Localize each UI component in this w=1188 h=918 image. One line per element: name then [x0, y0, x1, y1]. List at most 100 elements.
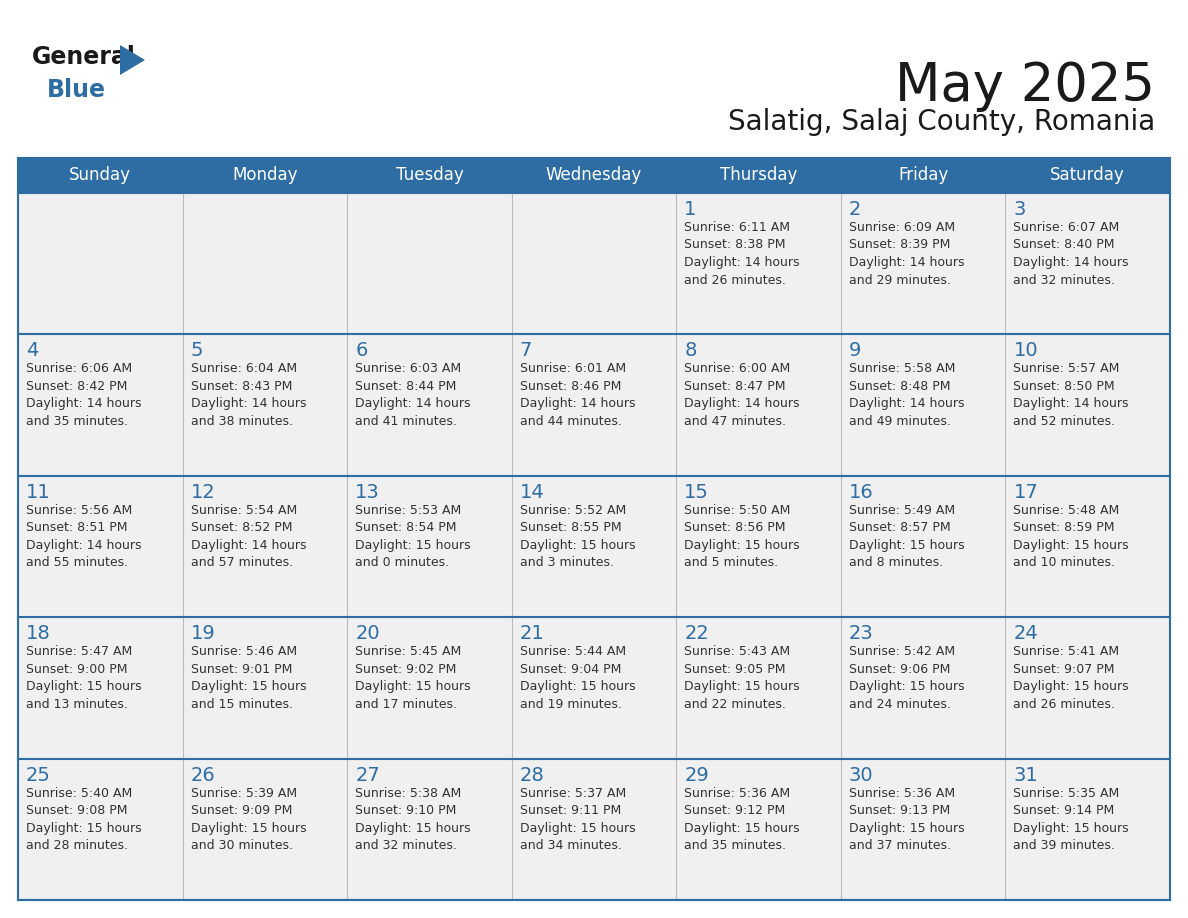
Bar — [841, 158, 1005, 193]
Text: General: General — [32, 45, 135, 69]
Text: Saturday: Saturday — [1050, 166, 1125, 185]
Text: 19: 19 — [190, 624, 215, 644]
Text: 6: 6 — [355, 341, 367, 361]
Text: Sunrise: 6:06 AM
Sunset: 8:42 PM
Daylight: 14 hours
and 35 minutes.: Sunrise: 6:06 AM Sunset: 8:42 PM Dayligh… — [26, 363, 141, 428]
Text: 16: 16 — [849, 483, 873, 502]
Text: 21: 21 — [519, 624, 544, 644]
Text: Tuesday: Tuesday — [396, 166, 463, 185]
Text: Friday: Friday — [898, 166, 948, 185]
Text: Sunrise: 5:53 AM
Sunset: 8:54 PM
Daylight: 15 hours
and 0 minutes.: Sunrise: 5:53 AM Sunset: 8:54 PM Dayligh… — [355, 504, 470, 569]
Text: Sunrise: 5:44 AM
Sunset: 9:04 PM
Daylight: 15 hours
and 19 minutes.: Sunrise: 5:44 AM Sunset: 9:04 PM Dayligh… — [519, 645, 636, 711]
Bar — [841, 476, 1005, 617]
Text: Sunrise: 5:47 AM
Sunset: 9:00 PM
Daylight: 15 hours
and 13 minutes.: Sunrise: 5:47 AM Sunset: 9:00 PM Dayligh… — [26, 645, 141, 711]
Text: Sunrise: 6:11 AM
Sunset: 8:38 PM
Daylight: 14 hours
and 26 minutes.: Sunrise: 6:11 AM Sunset: 8:38 PM Dayligh… — [684, 221, 800, 286]
Bar — [841, 758, 1005, 900]
Text: Sunrise: 5:54 AM
Sunset: 8:52 PM
Daylight: 14 hours
and 57 minutes.: Sunrise: 5:54 AM Sunset: 8:52 PM Dayligh… — [190, 504, 307, 569]
Bar — [676, 158, 841, 193]
Text: May 2025: May 2025 — [895, 60, 1155, 112]
Text: Sunrise: 5:41 AM
Sunset: 9:07 PM
Daylight: 15 hours
and 26 minutes.: Sunrise: 5:41 AM Sunset: 9:07 PM Dayligh… — [1013, 645, 1129, 711]
Text: 11: 11 — [26, 483, 51, 502]
Text: 25: 25 — [26, 766, 51, 785]
Text: Sunrise: 5:38 AM
Sunset: 9:10 PM
Daylight: 15 hours
and 32 minutes.: Sunrise: 5:38 AM Sunset: 9:10 PM Dayligh… — [355, 787, 470, 852]
Text: Sunrise: 5:52 AM
Sunset: 8:55 PM
Daylight: 15 hours
and 3 minutes.: Sunrise: 5:52 AM Sunset: 8:55 PM Dayligh… — [519, 504, 636, 569]
Bar — [841, 334, 1005, 476]
Bar — [183, 193, 347, 334]
Bar — [1005, 334, 1170, 476]
Bar — [18, 158, 183, 193]
Bar — [676, 617, 841, 758]
Bar — [1005, 476, 1170, 617]
Bar — [1005, 158, 1170, 193]
Text: Sunrise: 6:01 AM
Sunset: 8:46 PM
Daylight: 14 hours
and 44 minutes.: Sunrise: 6:01 AM Sunset: 8:46 PM Dayligh… — [519, 363, 636, 428]
Bar — [347, 758, 512, 900]
Bar — [18, 476, 183, 617]
Text: 15: 15 — [684, 483, 709, 502]
Text: Sunrise: 6:09 AM
Sunset: 8:39 PM
Daylight: 14 hours
and 29 minutes.: Sunrise: 6:09 AM Sunset: 8:39 PM Dayligh… — [849, 221, 965, 286]
Text: 8: 8 — [684, 341, 696, 361]
Text: 14: 14 — [519, 483, 544, 502]
Text: 27: 27 — [355, 766, 380, 785]
Polygon shape — [120, 45, 145, 75]
Text: Sunrise: 5:36 AM
Sunset: 9:13 PM
Daylight: 15 hours
and 37 minutes.: Sunrise: 5:36 AM Sunset: 9:13 PM Dayligh… — [849, 787, 965, 852]
Bar — [1005, 758, 1170, 900]
Text: Sunrise: 6:07 AM
Sunset: 8:40 PM
Daylight: 14 hours
and 32 minutes.: Sunrise: 6:07 AM Sunset: 8:40 PM Dayligh… — [1013, 221, 1129, 286]
Bar — [676, 193, 841, 334]
Text: 1: 1 — [684, 200, 696, 219]
Text: Sunrise: 5:36 AM
Sunset: 9:12 PM
Daylight: 15 hours
and 35 minutes.: Sunrise: 5:36 AM Sunset: 9:12 PM Dayligh… — [684, 787, 800, 852]
Bar — [676, 334, 841, 476]
Text: Sunrise: 5:40 AM
Sunset: 9:08 PM
Daylight: 15 hours
and 28 minutes.: Sunrise: 5:40 AM Sunset: 9:08 PM Dayligh… — [26, 787, 141, 852]
Bar — [512, 758, 676, 900]
Bar — [18, 758, 183, 900]
Text: Sunrise: 5:42 AM
Sunset: 9:06 PM
Daylight: 15 hours
and 24 minutes.: Sunrise: 5:42 AM Sunset: 9:06 PM Dayligh… — [849, 645, 965, 711]
Text: 12: 12 — [190, 483, 215, 502]
Text: 5: 5 — [190, 341, 203, 361]
Bar — [512, 334, 676, 476]
Text: 3: 3 — [1013, 200, 1025, 219]
Text: Sunrise: 5:58 AM
Sunset: 8:48 PM
Daylight: 14 hours
and 49 minutes.: Sunrise: 5:58 AM Sunset: 8:48 PM Dayligh… — [849, 363, 965, 428]
Text: Sunrise: 5:50 AM
Sunset: 8:56 PM
Daylight: 15 hours
and 5 minutes.: Sunrise: 5:50 AM Sunset: 8:56 PM Dayligh… — [684, 504, 800, 569]
Text: Sunrise: 5:43 AM
Sunset: 9:05 PM
Daylight: 15 hours
and 22 minutes.: Sunrise: 5:43 AM Sunset: 9:05 PM Dayligh… — [684, 645, 800, 711]
Bar — [183, 758, 347, 900]
Text: 24: 24 — [1013, 624, 1038, 644]
Bar — [347, 158, 512, 193]
Text: 18: 18 — [26, 624, 51, 644]
Text: 31: 31 — [1013, 766, 1038, 785]
Bar — [183, 617, 347, 758]
Text: Sunday: Sunday — [69, 166, 132, 185]
Text: Salatig, Salaj County, Romania: Salatig, Salaj County, Romania — [728, 108, 1155, 136]
Text: 10: 10 — [1013, 341, 1038, 361]
Text: Sunrise: 5:56 AM
Sunset: 8:51 PM
Daylight: 14 hours
and 55 minutes.: Sunrise: 5:56 AM Sunset: 8:51 PM Dayligh… — [26, 504, 141, 569]
Text: 7: 7 — [519, 341, 532, 361]
Text: 9: 9 — [849, 341, 861, 361]
Bar — [512, 158, 676, 193]
Text: Sunrise: 6:03 AM
Sunset: 8:44 PM
Daylight: 14 hours
and 41 minutes.: Sunrise: 6:03 AM Sunset: 8:44 PM Dayligh… — [355, 363, 470, 428]
Text: Sunrise: 5:45 AM
Sunset: 9:02 PM
Daylight: 15 hours
and 17 minutes.: Sunrise: 5:45 AM Sunset: 9:02 PM Dayligh… — [355, 645, 470, 711]
Bar — [347, 193, 512, 334]
Text: 17: 17 — [1013, 483, 1038, 502]
Bar — [18, 334, 183, 476]
Text: 28: 28 — [519, 766, 544, 785]
Text: Sunrise: 6:04 AM
Sunset: 8:43 PM
Daylight: 14 hours
and 38 minutes.: Sunrise: 6:04 AM Sunset: 8:43 PM Dayligh… — [190, 363, 307, 428]
Bar — [18, 617, 183, 758]
Text: Sunrise: 5:39 AM
Sunset: 9:09 PM
Daylight: 15 hours
and 30 minutes.: Sunrise: 5:39 AM Sunset: 9:09 PM Dayligh… — [190, 787, 307, 852]
Bar — [676, 758, 841, 900]
Text: 13: 13 — [355, 483, 380, 502]
Text: Sunrise: 5:57 AM
Sunset: 8:50 PM
Daylight: 14 hours
and 52 minutes.: Sunrise: 5:57 AM Sunset: 8:50 PM Dayligh… — [1013, 363, 1129, 428]
Bar — [841, 193, 1005, 334]
Text: 20: 20 — [355, 624, 380, 644]
Bar — [347, 334, 512, 476]
Bar — [1005, 193, 1170, 334]
Text: Sunrise: 5:49 AM
Sunset: 8:57 PM
Daylight: 15 hours
and 8 minutes.: Sunrise: 5:49 AM Sunset: 8:57 PM Dayligh… — [849, 504, 965, 569]
Bar — [1005, 617, 1170, 758]
Text: 30: 30 — [849, 766, 873, 785]
Bar — [183, 158, 347, 193]
Text: 23: 23 — [849, 624, 873, 644]
Text: 22: 22 — [684, 624, 709, 644]
Text: Sunrise: 5:35 AM
Sunset: 9:14 PM
Daylight: 15 hours
and 39 minutes.: Sunrise: 5:35 AM Sunset: 9:14 PM Dayligh… — [1013, 787, 1129, 852]
Bar — [347, 617, 512, 758]
Text: Sunrise: 6:00 AM
Sunset: 8:47 PM
Daylight: 14 hours
and 47 minutes.: Sunrise: 6:00 AM Sunset: 8:47 PM Dayligh… — [684, 363, 800, 428]
Text: Thursday: Thursday — [720, 166, 797, 185]
Bar — [676, 476, 841, 617]
Text: Wednesday: Wednesday — [545, 166, 643, 185]
Bar — [347, 476, 512, 617]
